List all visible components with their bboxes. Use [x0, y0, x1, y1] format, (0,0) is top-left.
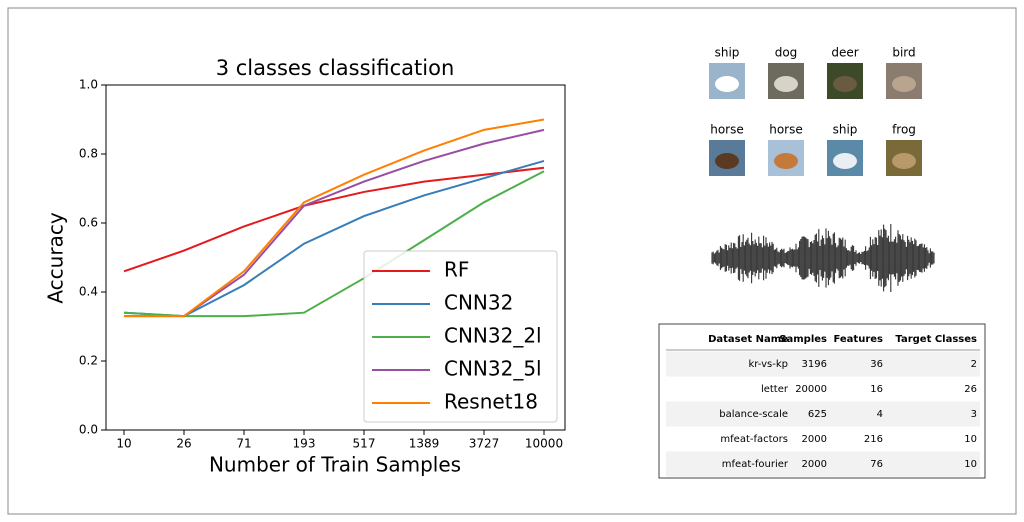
image-label: horse — [769, 123, 803, 137]
table-cell: 2 — [971, 359, 977, 370]
table-cell: 10 — [964, 434, 977, 445]
table-cell: mfeat-factors — [720, 434, 788, 445]
x-tick-label: 193 — [293, 437, 316, 451]
table-cell: 76 — [870, 459, 883, 470]
series-line — [123, 170, 545, 318]
image-label: ship — [715, 46, 740, 60]
x-tick-label: 3727 — [469, 437, 500, 451]
image-label: bird — [892, 46, 915, 60]
legend-label: CNN32_2l — [444, 324, 542, 348]
y-tick-label: 0.8 — [79, 147, 98, 161]
y-axis-label: Accuracy — [44, 212, 68, 303]
x-tick-label: 1389 — [409, 437, 440, 451]
table-cell: 36 — [870, 359, 883, 370]
table-cell: balance-scale — [719, 409, 788, 420]
table-cell: 2000 — [802, 434, 827, 445]
y-tick-label: 0.2 — [79, 354, 98, 368]
x-tick-label: 26 — [176, 437, 191, 451]
table-header: Dataset Name — [708, 334, 788, 345]
image-subject — [774, 153, 798, 169]
x-tick-label: 517 — [353, 437, 376, 451]
table-header: Target Classes — [895, 334, 977, 345]
table-cell: 16 — [870, 384, 883, 395]
image-label: ship — [833, 123, 858, 137]
image-label: dog — [775, 46, 798, 60]
image-label: horse — [710, 123, 744, 137]
table-cell: 2000 — [802, 459, 827, 470]
image-label: frog — [892, 123, 916, 137]
y-tick-label: 0.4 — [79, 285, 98, 299]
table-cell: 625 — [808, 409, 827, 420]
table-row-bg — [666, 401, 980, 427]
table-cell: 10 — [964, 459, 977, 470]
table-row-bg — [666, 351, 980, 377]
series-line — [123, 159, 545, 318]
table-cell: mfeat-fourier — [722, 459, 789, 470]
legend-box — [363, 250, 558, 423]
series-line — [124, 118, 545, 318]
image-subject — [715, 76, 739, 92]
table-cell: 3196 — [802, 359, 827, 370]
y-tick-label: 1.0 — [79, 78, 98, 92]
image-subject — [892, 153, 916, 169]
table-header: Features — [833, 334, 883, 345]
table-cell: 3 — [971, 409, 977, 420]
x-tick-label: 10 — [116, 437, 131, 451]
chart-title: 3 classes classification — [216, 56, 455, 80]
image-subject — [892, 76, 916, 92]
legend-label: RF — [444, 258, 469, 282]
legend-label: CNN32_5l — [444, 357, 542, 381]
x-tick-label: 10000 — [525, 437, 563, 451]
image-subject — [774, 76, 798, 92]
y-tick-label: 0.6 — [79, 216, 98, 230]
series-line — [123, 166, 545, 273]
x-axis-label: Number of Train Samples — [209, 453, 461, 477]
plot-area — [105, 84, 566, 431]
table-cell: 20000 — [795, 384, 827, 395]
legend-label: Resnet18 — [444, 390, 538, 414]
image-subject — [833, 76, 857, 92]
table-header: Samples — [779, 334, 827, 345]
waveform — [711, 224, 935, 292]
table-cell: 216 — [864, 434, 883, 445]
image-subject — [833, 153, 857, 169]
table-cell: letter — [761, 384, 789, 395]
table-cell: kr-vs-kp — [749, 359, 788, 370]
y-tick-label: 0.0 — [79, 423, 98, 437]
legend-label: CNN32 — [444, 291, 513, 315]
image-label: deer — [831, 46, 858, 60]
image-subject — [715, 153, 739, 169]
x-tick-label: 71 — [236, 437, 251, 451]
table-cell: 4 — [877, 409, 883, 420]
table-cell: 26 — [964, 384, 977, 395]
table-row-bg — [666, 451, 980, 477]
